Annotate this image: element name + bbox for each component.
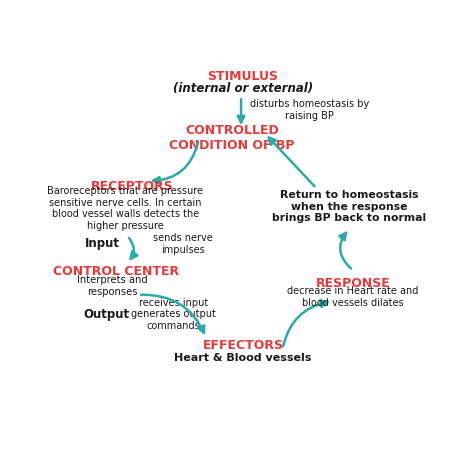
Text: CONTROL CENTER: CONTROL CENTER — [53, 264, 179, 278]
Text: receives input
generates output
commands: receives input generates output commands — [131, 298, 216, 331]
Text: Input: Input — [85, 237, 120, 249]
Text: STIMULUS: STIMULUS — [208, 71, 278, 83]
Text: Heart & Blood vessels: Heart & Blood vessels — [174, 353, 311, 363]
Text: RESPONSE: RESPONSE — [316, 277, 391, 290]
Text: Return to homeostasis
when the response
brings BP back to normal: Return to homeostasis when the response … — [273, 190, 427, 223]
Text: EFFECTORS: EFFECTORS — [202, 339, 283, 352]
Text: disturbs homeostasis by
raising BP: disturbs homeostasis by raising BP — [250, 99, 370, 120]
Text: Interprets and
responses: Interprets and responses — [77, 275, 148, 297]
Text: Baroreceptors that are pressure
sensitive nerve cells. In certain
blood vessel w: Baroreceptors that are pressure sensitiv… — [47, 186, 203, 231]
Text: RECEPTORS: RECEPTORS — [91, 180, 174, 193]
Text: decrease in Heart rate and
blood vessels dilates: decrease in Heart rate and blood vessels… — [287, 286, 419, 308]
Text: (internal or external): (internal or external) — [173, 82, 313, 95]
Text: Output: Output — [83, 308, 129, 321]
Text: sends nerve
impulses: sends nerve impulses — [153, 233, 213, 255]
Text: CONTROLLED
CONDITION OF BP: CONTROLLED CONDITION OF BP — [169, 124, 295, 152]
